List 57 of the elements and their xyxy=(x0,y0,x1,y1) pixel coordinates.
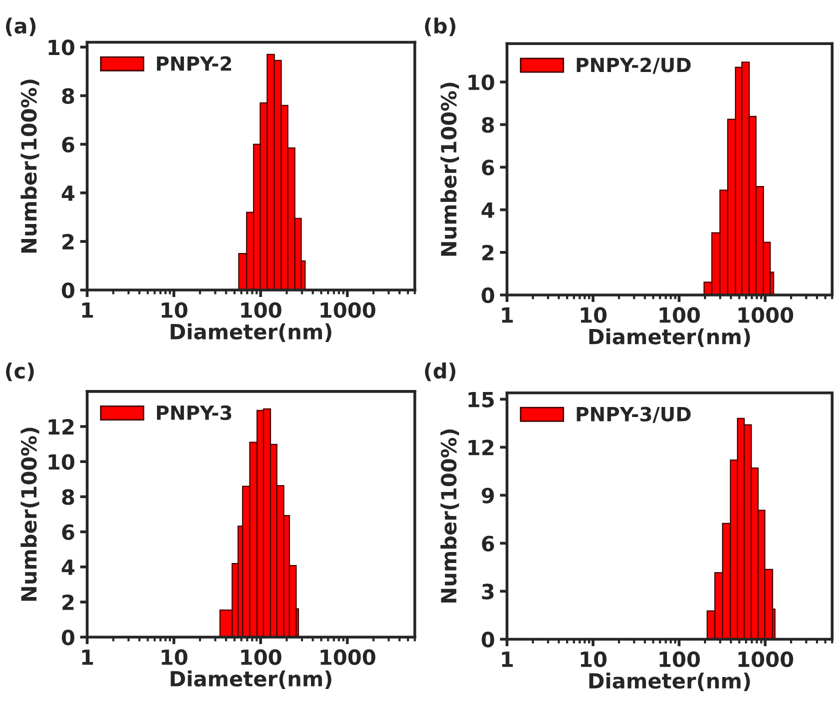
x-axis-title: Diameter(nm) xyxy=(589,672,750,692)
y-tick-label: 12 xyxy=(48,418,74,434)
y-tick-label: 2 xyxy=(62,234,74,250)
x-tick-label: 1 xyxy=(502,307,513,323)
legend-label: PNPY-2/UD xyxy=(576,58,691,74)
y-tick-label: 2 xyxy=(62,594,74,610)
x-axis-title: Diameter(nm) xyxy=(589,328,750,347)
x-axis-title: Diameter(nm) xyxy=(170,670,332,690)
y-tick-label: 8 xyxy=(62,88,74,104)
legend-label: PNPY-3 xyxy=(156,405,232,420)
y-axis-title: Number(100%) xyxy=(440,82,460,256)
x-tick-label: 100 xyxy=(660,651,700,668)
x-tick-label: 100 xyxy=(241,649,282,666)
y-tick-label: 8 xyxy=(482,117,494,133)
y-tick-label: 6 xyxy=(62,136,74,152)
y-tick-label: 10 xyxy=(468,74,494,90)
x-tick-label: 1000 xyxy=(320,649,376,666)
y-tick-label: 6 xyxy=(482,160,494,176)
y-axis-title: Number(100%) xyxy=(440,429,460,602)
legend-label: PNPY-3/UD xyxy=(576,406,691,424)
x-tick-label: 1 xyxy=(82,650,93,665)
text: (d) xyxy=(424,362,456,382)
y-tick-label: 3 xyxy=(482,584,494,600)
y-tick-label: 10 xyxy=(48,454,74,470)
text: (b) xyxy=(424,18,456,36)
x-tick-label: 10 xyxy=(162,649,188,666)
x-tick-label: 100 xyxy=(660,307,700,323)
x-tick-label: 1000 xyxy=(320,302,376,318)
x-tick-label: 1000 xyxy=(738,651,794,668)
x-tick-label: 1000 xyxy=(738,307,794,323)
y-tick-label: 10 xyxy=(48,40,74,56)
text: (a) xyxy=(6,18,36,36)
text: (c) xyxy=(6,362,34,382)
x-tick-label: 1 xyxy=(502,652,513,667)
y-tick-label: 4 xyxy=(62,560,74,575)
y-axis-title: Number(100%) xyxy=(20,428,40,601)
x-tick-label: 10 xyxy=(580,651,607,668)
y-tick-label: 2 xyxy=(482,244,494,260)
x-tick-label: 100 xyxy=(241,302,282,318)
y-tick-label: 9 xyxy=(482,488,494,504)
y-tick-label: 4 xyxy=(482,202,494,218)
y-tick-label: 12 xyxy=(468,440,494,456)
y-tick-label: 0 xyxy=(482,632,494,648)
y-tick-label: 0 xyxy=(62,630,74,646)
y-tick-label: 8 xyxy=(62,489,74,505)
x-tick-label: 10 xyxy=(162,302,188,318)
y-tick-label: 15 xyxy=(468,392,494,408)
y-tick-label: 6 xyxy=(62,524,74,540)
y-tick-label: 0 xyxy=(62,282,74,298)
legend-label: PNPY-2 xyxy=(156,56,232,71)
y-tick-label: 4 xyxy=(62,186,74,201)
x-axis-title: Diameter(nm) xyxy=(170,323,332,342)
y-axis-title: Number(100%) xyxy=(20,80,40,253)
y-tick-label: 0 xyxy=(482,287,494,304)
y-tick-label: 6 xyxy=(482,536,494,552)
x-tick-label: 10 xyxy=(580,307,607,323)
x-tick-label: 1 xyxy=(82,302,93,318)
